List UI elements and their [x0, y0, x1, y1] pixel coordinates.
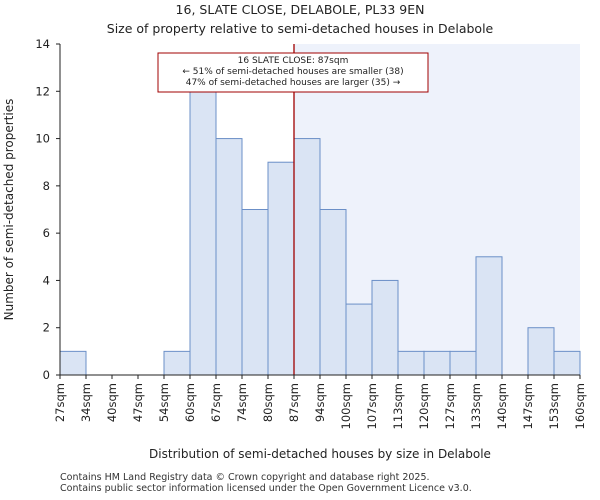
bar-60sqm [189, 90, 217, 376]
bar-80sqm [267, 161, 295, 376]
x-tick-label-100sqm: 100sqm [339, 383, 353, 429]
bar-153sqm [553, 350, 581, 376]
x-tick-label-27sqm: 27sqm [53, 383, 67, 422]
x-tick-label-40sqm: 40sqm [105, 383, 119, 422]
footer-licence: Contains public sector information licen… [60, 483, 472, 494]
y-tick-label-2: 2 [43, 321, 50, 335]
annotation-border [157, 52, 429, 93]
bar-127sqm [449, 350, 477, 376]
x-tick-label-147sqm: 147sqm [521, 383, 535, 429]
x-tick-label-113sqm: 113sqm [391, 383, 405, 429]
annotation-line-2: ← 51% of semi-detached houses are smalle… [182, 67, 403, 77]
y-tick-label-10: 10 [35, 132, 50, 146]
bar-120sqm [423, 350, 451, 376]
bar-113sqm [397, 350, 425, 376]
footer-copyright: Contains HM Land Registry data © Crown c… [60, 472, 430, 483]
x-tick-label-140sqm: 140sqm [495, 383, 509, 429]
axes-group: 0 2 4 6 8 10 12 14 27sqm 34sqm 40sqm 47sqm 54sqm 60sq… [35, 37, 587, 429]
bar-94sqm [319, 209, 347, 376]
x-tick-label-34sqm: 34sqm [79, 383, 93, 422]
y-tick-label-8: 8 [43, 179, 50, 193]
x-tick-label-133sqm: 133sqm [469, 383, 483, 429]
x-tick-label-74sqm: 74sqm [235, 383, 249, 422]
bar-54sqm [163, 350, 191, 376]
bar-67sqm [215, 138, 243, 376]
x-axis-label: Distribution of semi-detached houses by … [149, 447, 491, 461]
bar-74sqm [241, 209, 269, 376]
x-tick-label-60sqm: 60sqm [183, 383, 197, 422]
y-tick-label-12: 12 [35, 84, 50, 98]
x-tick-label-160sqm: 160sqm [573, 383, 587, 429]
bar-27sqm [59, 350, 87, 376]
bar-107sqm [371, 279, 399, 376]
bar-147sqm [527, 327, 555, 376]
x-tick-label-94sqm: 94sqm [313, 383, 327, 422]
x-tick-label-127sqm: 127sqm [443, 383, 457, 429]
x-tick-label-67sqm: 67sqm [209, 383, 223, 422]
bars-group [59, 90, 581, 376]
y-tick-label-14: 14 [35, 37, 50, 51]
y-axis-label: Number of semi-detached properties [2, 99, 16, 321]
chart-title-address: 16, SLATE CLOSE, DELABOLE, PL33 9EN [175, 2, 425, 17]
y-tick-label-6: 6 [43, 226, 50, 240]
bar-133sqm [475, 256, 503, 376]
y-tick-label-0: 0 [43, 368, 50, 382]
x-tick-label-120sqm: 120sqm [417, 383, 431, 429]
x-tick-label-47sqm: 47sqm [131, 383, 145, 422]
annotation-box: 16 SLATE CLOSE: 87sqm ← 51% of semi-deta… [157, 52, 429, 93]
annotation-line-1: 16 SLATE CLOSE: 87sqm [238, 56, 349, 66]
annotation-line-3: 47% of semi-detached houses are larger (… [186, 78, 401, 88]
x-tick-label-153sqm: 153sqm [547, 383, 561, 429]
chart-title-subtitle: Size of property relative to semi-detach… [106, 21, 494, 36]
x-tick-label-87sqm: 87sqm [287, 383, 301, 422]
x-tick-label-107sqm: 107sqm [365, 383, 379, 429]
x-tick-label-54sqm: 54sqm [157, 383, 171, 422]
bar-100sqm [345, 303, 373, 376]
x-tick-label-80sqm: 80sqm [261, 383, 275, 422]
bar-87sqm [293, 138, 321, 376]
y-tick-label-4: 4 [43, 273, 50, 287]
